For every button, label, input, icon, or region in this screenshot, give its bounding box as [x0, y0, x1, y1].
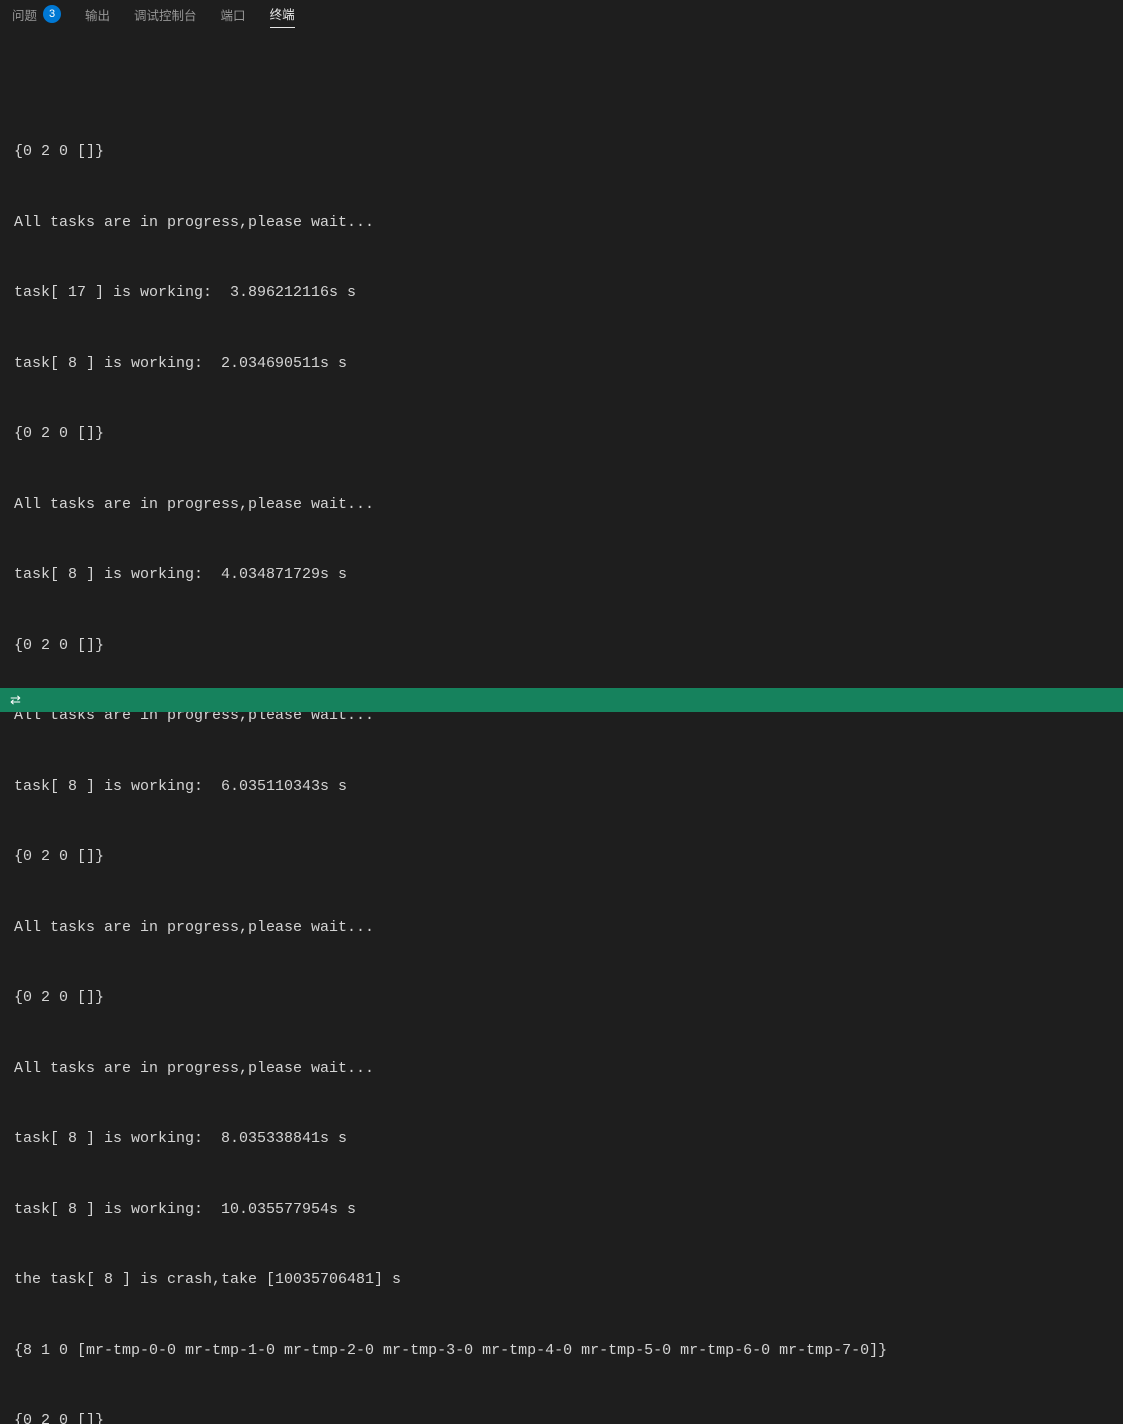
terminal-line: {0 2 0 []}	[14, 140, 1109, 164]
terminal-line: All tasks are in progress,please wait...	[14, 1057, 1109, 1081]
terminal-line: task[ 17 ] is working: 3.896212116s s	[14, 281, 1109, 305]
terminal-output[interactable]: {0 2 0 []} All tasks are in progress,ple…	[0, 38, 1123, 1424]
problems-count-badge: 3	[43, 5, 61, 23]
terminal-line: task[ 8 ] is working: 10.035577954s s	[14, 1198, 1109, 1222]
terminal-line: task[ 8 ] is working: 6.035110343s s	[14, 775, 1109, 799]
terminal-line: {0 2 0 []}	[14, 634, 1109, 658]
tab-debug-console[interactable]: 调试控制台	[134, 5, 197, 28]
terminal-line: {0 2 0 []}	[14, 986, 1109, 1010]
tab-debug-label: 调试控制台	[134, 5, 197, 24]
tab-ports-label: 端口	[221, 5, 246, 24]
terminal-line: task[ 8 ] is working: 4.034871729s s	[14, 563, 1109, 587]
tab-terminal-label: 终端	[270, 4, 295, 23]
terminal-line: All tasks are in progress,please wait...	[14, 493, 1109, 517]
terminal-line: {0 2 0 []}	[14, 422, 1109, 446]
terminal-line: task[ 8 ] is working: 8.035338841s s	[14, 1127, 1109, 1151]
tab-problems[interactable]: 问题 3	[12, 5, 61, 28]
remote-icon[interactable]: ⇄	[10, 692, 21, 708]
terminal-line: {8 1 0 [mr-tmp-0-0 mr-tmp-1-0 mr-tmp-2-0…	[14, 1339, 1109, 1363]
terminal-line: task[ 8 ] is working: 2.034690511s s	[14, 352, 1109, 376]
tab-problems-label: 问题	[12, 5, 37, 24]
tab-ports[interactable]: 端口	[221, 5, 246, 28]
terminal-line: All tasks are in progress,please wait...	[14, 916, 1109, 940]
tab-output[interactable]: 输出	[85, 5, 110, 28]
status-bar[interactable]: ⇄	[0, 688, 1123, 712]
tab-output-label: 输出	[85, 5, 110, 24]
terminal-line: the task[ 8 ] is crash,take [10035706481…	[14, 1268, 1109, 1292]
terminal-line: {0 2 0 []}	[14, 1409, 1109, 1424]
terminal-line: {0 2 0 []}	[14, 845, 1109, 869]
panel-tabs: 问题 3 输出 调试控制台 端口 终端	[0, 0, 1123, 38]
tab-terminal[interactable]: 终端	[270, 4, 295, 28]
terminal-line: All tasks are in progress,please wait...	[14, 211, 1109, 235]
